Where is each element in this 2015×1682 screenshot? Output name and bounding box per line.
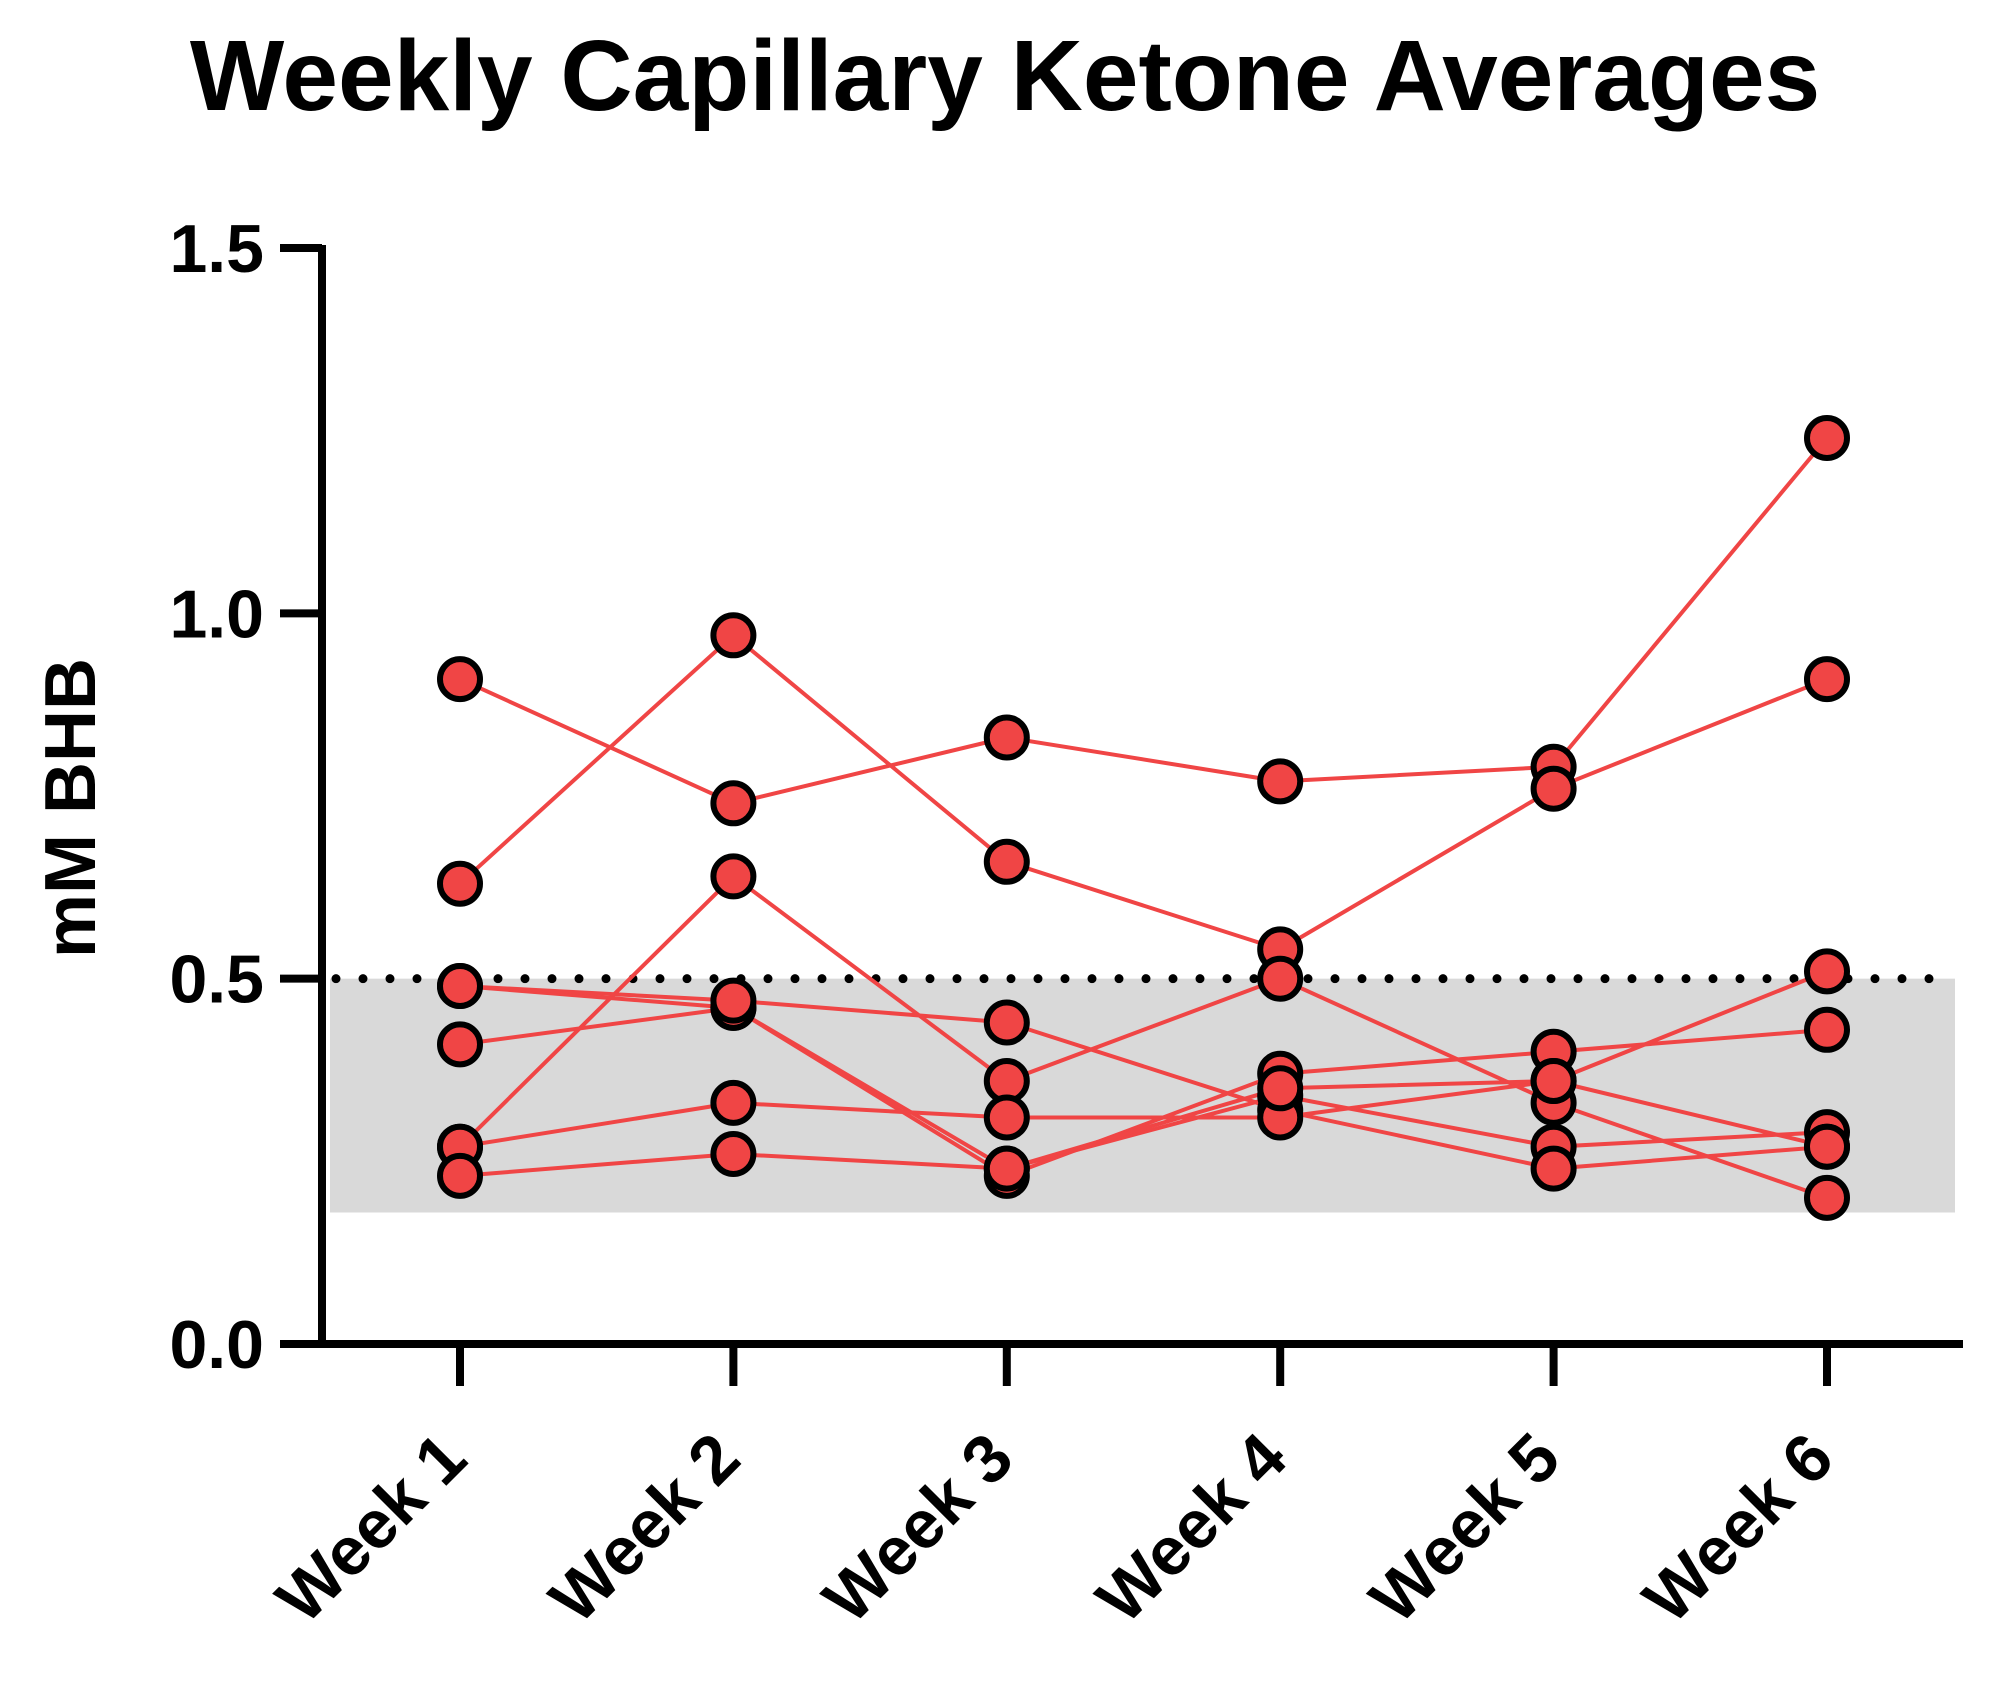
x-tick-label-3: Week 3 <box>809 1419 1028 1638</box>
series-line-7 <box>459 969 1828 1149</box>
data-point-s8-w3 <box>983 1145 1030 1192</box>
data-point-s1-w2 <box>710 780 757 827</box>
data-point-s7-w6 <box>1804 948 1850 995</box>
data-point-s7-w2 <box>710 1079 757 1126</box>
y-tick-label-4: 1.5 <box>169 211 264 287</box>
series-line-1 <box>459 436 1829 806</box>
series-line-3 <box>458 874 1828 1200</box>
y-tick-label-1: 0.0 <box>169 1307 264 1383</box>
data-point-s8-w2 <box>710 1131 757 1177</box>
series-line-8 <box>459 1079 1828 1178</box>
series-line-2 <box>458 633 1828 952</box>
data-point-s6-w5 <box>1530 1145 1577 1192</box>
data-point-s5-w1 <box>437 1021 483 1068</box>
series-points-group <box>437 415 1850 1221</box>
data-point-s2-w2 <box>710 612 757 659</box>
data-point-s1-w1 <box>437 656 483 703</box>
x-tick-label-1: Week 1 <box>262 1419 481 1638</box>
series-line-6 <box>459 984 1828 1171</box>
data-point-s2-w3 <box>983 838 1030 885</box>
data-point-s8-w1 <box>437 1152 483 1199</box>
data-point-s5-w6 <box>1804 1006 1850 1053</box>
data-point-s2-w1 <box>437 860 483 907</box>
data-point-s1-w3 <box>983 714 1030 761</box>
x-tick-label-6: Week 6 <box>1629 1419 1848 1638</box>
y-axis-ticks: 0.0 0.5 1.0 1.5 <box>169 211 322 1383</box>
y-tick-label-2: 0.5 <box>169 942 264 1018</box>
x-tick-label-2: Week 2 <box>535 1419 754 1638</box>
y-tick-label-3: 1.0 <box>169 576 264 652</box>
series-lines-group <box>458 436 1829 1200</box>
data-point-s3-w4 <box>1257 955 1304 1002</box>
data-point-s6-w1 <box>437 963 483 1009</box>
shaded-range-band <box>330 978 1955 1213</box>
data-point-s6-w2 <box>710 977 757 1024</box>
data-point-s8-w6 <box>1804 1123 1850 1170</box>
data-point-s8-w5 <box>1530 1058 1577 1104</box>
data-point-s3-w2 <box>710 853 757 900</box>
data-point-s6-w3 <box>983 999 1030 1046</box>
y-axis-label: mM BHB <box>31 658 111 958</box>
data-point-s2-w5 <box>1530 765 1577 812</box>
data-point-s8-w4 <box>1257 1065 1304 1112</box>
data-point-s1-w4 <box>1257 758 1304 805</box>
x-axis-ticks: Week 1 Week 2 Week 3 Week 4 Week 5 Week 6 <box>262 1344 1848 1637</box>
data-point-s1-w6 <box>1804 415 1850 461</box>
series-line-4 <box>459 984 1828 1171</box>
chart-title: Weekly Capillary Ketone Averages <box>190 20 1820 132</box>
data-point-s7-w3 <box>983 1094 1030 1141</box>
x-tick-label-5: Week 5 <box>1356 1419 1575 1638</box>
data-point-s2-w6 <box>1804 656 1850 703</box>
series-line-5 <box>459 1005 1828 1178</box>
x-tick-label-4: Week 4 <box>1082 1419 1301 1638</box>
data-point-s3-w6 <box>1804 1174 1850 1221</box>
